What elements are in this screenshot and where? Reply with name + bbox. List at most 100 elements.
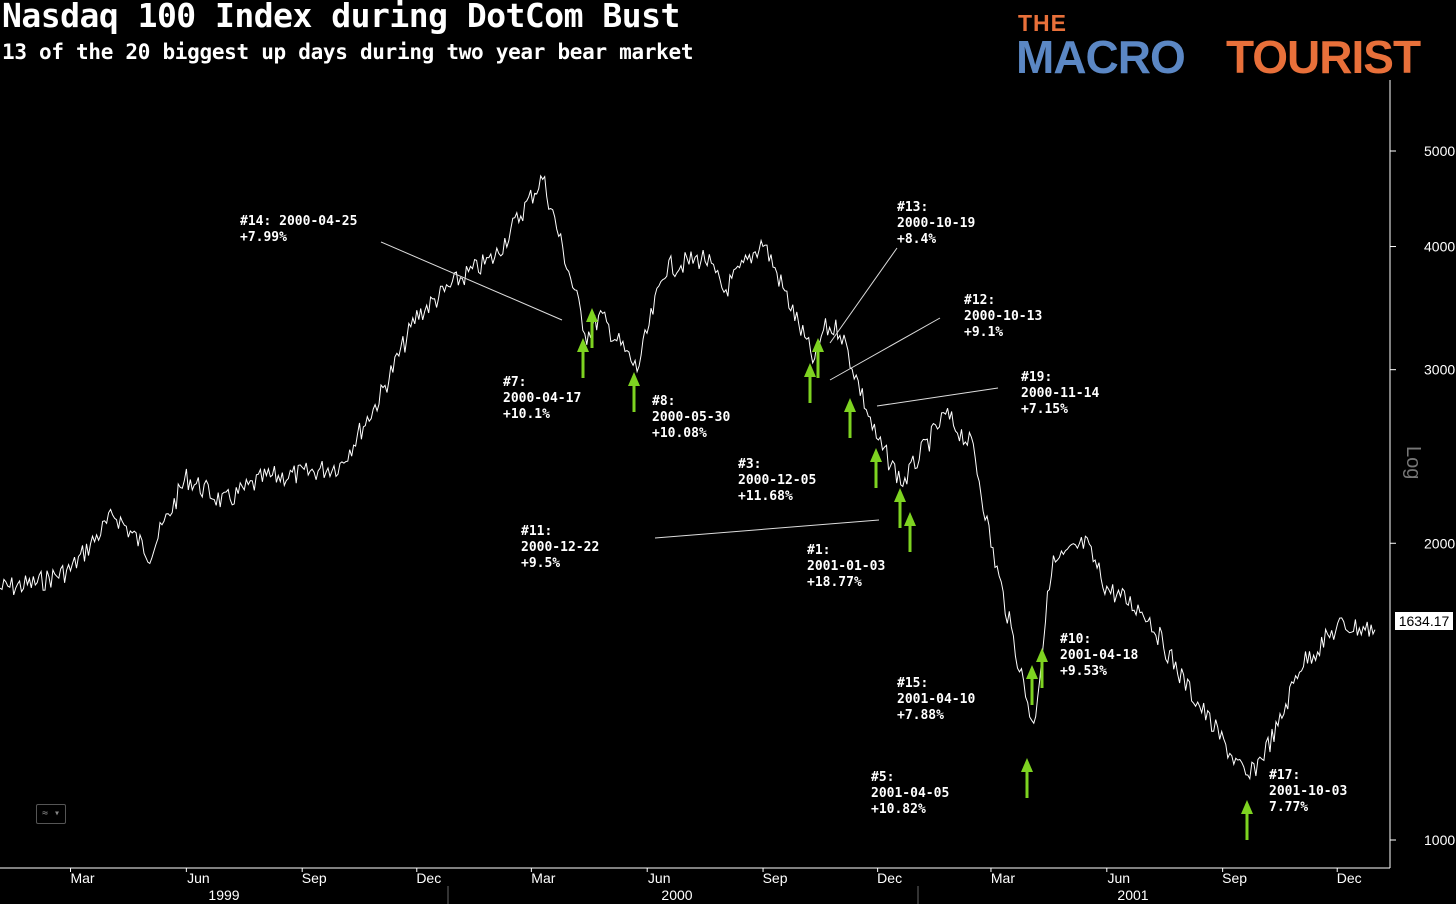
x-year-label: 1999 — [208, 887, 239, 903]
up-arrow-icon — [870, 448, 882, 488]
chart-subtitle: 13 of the 20 biggest up days during two … — [2, 40, 694, 64]
annotation-change: +10.1% — [503, 407, 550, 422]
up-arrow-icon — [586, 308, 598, 348]
annotation-rank: #15: — [897, 676, 929, 691]
annotation-label: #7: 2000-04-17 +10.1% — [503, 375, 581, 423]
annotation-leader-lines — [380, 241, 999, 539]
y-axis: 5000 4000 3000 2000 1000 — [1389, 80, 1455, 868]
annotation-change: +9.53% — [1060, 664, 1107, 679]
annotation-label: #8: 2000-05-30 +10.08% — [652, 394, 730, 442]
annotation-change: +7.88% — [897, 708, 944, 723]
x-tick-label: Mar — [531, 870, 555, 886]
annotation-label: #10: 2001-04-18 +9.53% — [1060, 632, 1138, 680]
x-tick-label: Jun — [1108, 870, 1131, 886]
annotation-date: 2000-11-14 — [1021, 386, 1100, 401]
chart-type-icon[interactable]: ≈ ▾ — [36, 804, 66, 824]
annotation-label: #1: 2001-01-03 +18.77% — [807, 543, 885, 591]
x-tick-label: Sep — [302, 870, 327, 886]
y-tick-label: 3000 — [1424, 362, 1455, 378]
annotation-date: 2001-01-03 — [807, 559, 886, 574]
x-tick-label: Sep — [1222, 870, 1247, 886]
x-tick-label: Dec — [1337, 870, 1362, 886]
annotation-rank: #13: — [897, 200, 929, 215]
x-tick-label: Mar — [991, 870, 1015, 886]
annotation-change: +10.08% — [652, 426, 707, 441]
annotation-rank: #19: — [1021, 370, 1053, 385]
annotation-change: +9.1% — [964, 325, 1004, 340]
annotation-rank: #12: — [964, 293, 996, 308]
annotation-label: #17: 2001-10-03 7.77% — [1269, 768, 1347, 816]
annotation-rank: #7: — [503, 375, 527, 390]
logo-tourist: TOURIST — [1226, 31, 1421, 83]
annotation-rank: #11: — [521, 524, 553, 539]
up-arrow-icon — [1036, 648, 1048, 688]
y-tick-label: 5000 — [1424, 143, 1455, 159]
annotation-rank: #17: — [1269, 768, 1301, 783]
logo-the: THE — [1018, 10, 1067, 36]
annotation-date: 2000-12-05 — [738, 473, 817, 488]
annotation-leader-line — [380, 241, 563, 321]
log-scale-label: Log — [1402, 446, 1424, 480]
annotation-change: +18.77% — [807, 575, 862, 590]
annotation-date: 2001-04-10 — [897, 692, 976, 707]
annotation-label: #3: 2000-12-05 +11.68% — [738, 457, 816, 505]
annotation-leader-line — [829, 317, 941, 381]
annotation-change: +7.99% — [240, 230, 287, 245]
annotation-label: #5: 2001-04-05 +10.82% — [871, 770, 949, 818]
y-tick-label: 4000 — [1424, 239, 1455, 255]
annotation-label: #19: 2000-11-14 +7.15% — [1021, 370, 1099, 418]
up-arrow-icon — [812, 338, 824, 378]
annotation-date: 2000-10-19 — [897, 216, 976, 231]
price-series-line — [0, 174, 1376, 781]
x-tick-label: Dec — [416, 870, 441, 886]
annotation-date: 2000-10-13 — [964, 309, 1043, 324]
annotation-change: 7.77% — [1269, 800, 1309, 815]
x-year-label: 2001 — [1117, 887, 1148, 903]
annotation-date: 2001-04-05 — [871, 786, 950, 801]
annotation-leader-line — [829, 247, 898, 344]
x-tick-label: Jun — [187, 870, 210, 886]
annotation-change: +9.5% — [521, 556, 561, 571]
annotation-leader-line — [654, 519, 880, 539]
x-tick-label: Sep — [763, 870, 788, 886]
annotation-label: #12: 2000-10-13 +9.1% — [964, 293, 1042, 341]
up-arrow-icon — [1241, 800, 1253, 840]
annotation-label: #13: 2000-10-19 +8.4% — [897, 200, 975, 248]
chart-title: Nasdaq 100 Index during DotCom Bust — [2, 0, 680, 35]
annotation-leader-line — [876, 387, 999, 407]
x-tick-label: Dec — [877, 870, 902, 886]
annotation-date: 2000-04-25 — [279, 214, 358, 229]
x-year-label: 2000 — [661, 887, 692, 903]
y-tick-label: 1000 — [1424, 832, 1455, 848]
up-arrow-icon — [804, 363, 816, 403]
annotation-rank: #1: — [807, 543, 831, 558]
up-arrow-icon — [628, 372, 640, 412]
up-arrow-icon — [1026, 665, 1038, 705]
annotation-label: #11: 2000-12-22 +9.5% — [521, 524, 599, 572]
annotation-change: +11.68% — [738, 489, 793, 504]
annotation-rank: #8: — [652, 394, 676, 409]
x-tick-label: Mar — [70, 870, 94, 886]
up-arrow-icon — [904, 512, 916, 552]
annotation-rank: #3: — [738, 457, 762, 472]
up-day-arrows — [577, 308, 1253, 840]
annotation-date: 2000-12-22 — [521, 540, 600, 555]
x-tick-label: Jun — [648, 870, 671, 886]
logo-macro: MACRO — [1016, 31, 1186, 83]
last-value-badge: 1634.17 — [1395, 612, 1453, 630]
annotation-rank: #10: — [1060, 632, 1092, 647]
annotation-rank: #5: — [871, 770, 895, 785]
annotation-date: 2001-10-03 — [1269, 784, 1348, 799]
up-arrow-icon — [1021, 758, 1033, 798]
annotation-rank: #14: — [240, 214, 280, 229]
annotation-change: +7.15% — [1021, 402, 1068, 417]
annotation-change: +8.4% — [897, 232, 937, 247]
up-arrow-icon — [894, 488, 906, 528]
annotation-label: #14: 2000-04-25 +7.99% — [240, 214, 357, 246]
y-tick-label: 2000 — [1424, 535, 1455, 551]
annotation-date: 2001-04-18 — [1060, 648, 1139, 663]
x-axis: Mar Jun Sep Dec Mar Jun Sep Dec Mar Jun Sep Dec 1999… — [0, 867, 1390, 904]
up-arrow-icon — [577, 338, 589, 378]
annotation-label: #15: 2001-04-10 +7.88% — [897, 676, 975, 724]
